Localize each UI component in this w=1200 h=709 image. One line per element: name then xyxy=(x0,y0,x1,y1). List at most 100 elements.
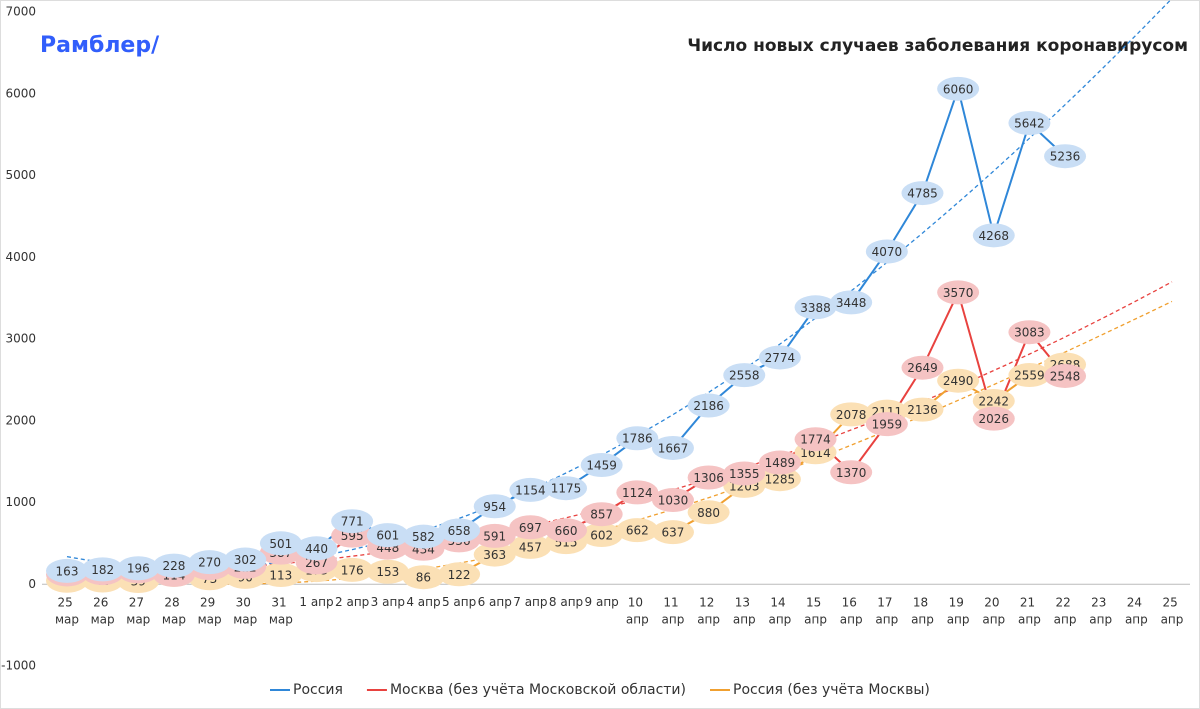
data-label-bg xyxy=(1008,320,1051,345)
data-label: 228 xyxy=(162,559,185,573)
data-label-bg xyxy=(1044,144,1087,169)
data-label: 5236 xyxy=(1050,150,1081,164)
legend-label: Москва (без учёта Московской области) xyxy=(390,682,686,698)
data-label: 2548 xyxy=(1050,369,1081,383)
data-label-bg xyxy=(152,553,195,578)
data-label: 501 xyxy=(269,537,292,551)
x-tick-label: 13 апр xyxy=(733,595,756,626)
data-label-bg xyxy=(580,523,623,548)
data-label-bg xyxy=(830,460,873,485)
y-tick-label: 0 xyxy=(28,577,36,591)
data-label: 302 xyxy=(234,553,257,567)
data-label: 5642 xyxy=(1014,117,1045,131)
data-label-bg xyxy=(1044,363,1087,388)
data-label-bg xyxy=(259,531,302,556)
data-label: 196 xyxy=(127,562,150,576)
data-label: 3448 xyxy=(836,296,867,310)
data-label-bg xyxy=(937,280,980,305)
data-label: 440 xyxy=(305,542,328,556)
data-label-bg xyxy=(901,397,944,422)
y-tick-label: 2000 xyxy=(5,413,36,427)
data-label-bg xyxy=(616,480,659,505)
data-label-bg xyxy=(473,494,516,519)
x-tick-label: 21 апр xyxy=(1018,595,1041,626)
data-label: 163 xyxy=(56,564,79,578)
data-label-bg xyxy=(402,565,445,590)
data-label-bg xyxy=(473,542,516,567)
data-label-bg xyxy=(651,488,694,513)
data-label: 1774 xyxy=(800,433,831,447)
data-label: 3388 xyxy=(800,301,831,315)
data-label-bg xyxy=(1008,111,1051,136)
data-label-bg xyxy=(972,406,1015,431)
data-label: 954 xyxy=(483,500,506,514)
data-label: 771 xyxy=(341,515,364,529)
data-label-bg xyxy=(758,450,801,475)
x-tick-label: 2 апр xyxy=(335,595,369,609)
data-label-bg xyxy=(46,558,88,583)
data-label: 660 xyxy=(555,524,578,538)
data-label-bg xyxy=(937,76,980,101)
y-tick-label: -1000 xyxy=(1,659,36,673)
x-tick-label: 17 апр xyxy=(875,595,898,626)
x-tick-label: 25 мар xyxy=(55,595,79,626)
data-label-bg xyxy=(794,427,837,452)
data-label: 1124 xyxy=(622,486,653,500)
x-tick-label: 6 апр xyxy=(478,595,512,609)
data-label-bg xyxy=(758,467,801,492)
data-label-bg xyxy=(438,518,481,543)
data-label: 6060 xyxy=(943,82,974,96)
data-label: 591 xyxy=(483,529,506,543)
x-tick-label: 29 мар xyxy=(198,595,222,626)
data-label-bg xyxy=(509,515,552,540)
data-label: 1370 xyxy=(836,466,867,480)
data-label: 4268 xyxy=(979,229,1010,243)
data-label: 153 xyxy=(376,565,399,579)
x-tick-label: 9 апр xyxy=(585,595,619,609)
data-label-bg xyxy=(616,426,659,451)
x-tick-label: 7 апр xyxy=(513,595,547,609)
data-label: 1786 xyxy=(622,432,653,446)
x-tick-label: 14 апр xyxy=(768,595,791,626)
data-label-bg xyxy=(509,534,552,559)
data-label-bg xyxy=(188,550,231,575)
data-label-bg xyxy=(295,536,338,561)
data-label-bg xyxy=(901,355,944,380)
data-label-bg xyxy=(580,452,623,477)
data-label-bg xyxy=(865,239,908,264)
data-label: 2186 xyxy=(693,399,724,413)
data-label-bg xyxy=(259,563,302,588)
x-tick-label: 12 апр xyxy=(697,595,720,626)
x-tick-label: 5 апр xyxy=(442,595,476,609)
data-label: 2558 xyxy=(729,369,760,383)
y-tick-label: 6000 xyxy=(5,86,36,100)
data-label-bg xyxy=(438,562,481,587)
data-label: 662 xyxy=(626,524,649,538)
data-label-bg xyxy=(865,412,908,437)
data-label-bg xyxy=(545,476,588,501)
x-tick-label: 8 апр xyxy=(549,595,583,609)
brand-logo: Рамблер/ xyxy=(40,33,160,58)
x-tick-label: 15 апр xyxy=(804,595,827,626)
data-label: 601 xyxy=(376,529,399,543)
data-label-bg xyxy=(331,509,374,534)
legend: Россия Москва (без учёта Московской облас… xyxy=(270,682,930,698)
x-tick-label: 23 апр xyxy=(1089,595,1112,626)
y-tick-label: 3000 xyxy=(5,332,36,346)
data-label: 4070 xyxy=(872,245,903,259)
x-tick-label: 31 мар xyxy=(269,595,293,626)
x-tick-label: 26 мар xyxy=(91,595,115,626)
data-label: 1489 xyxy=(765,456,796,470)
legend-label: Россия (без учёта Москвы) xyxy=(733,682,930,698)
x-tick-label: 27 мар xyxy=(126,595,150,626)
x-tick-label: 28 мар xyxy=(162,595,186,626)
data-label: 697 xyxy=(519,521,542,535)
data-label-bg xyxy=(723,363,766,388)
data-label: 2774 xyxy=(765,351,796,365)
data-label-bg xyxy=(651,435,694,460)
data-label: 2026 xyxy=(979,412,1010,426)
chart-title: Число новых случаев заболевания коронави… xyxy=(687,36,1188,56)
data-label: 1667 xyxy=(658,441,689,455)
data-label-bg xyxy=(687,393,730,418)
